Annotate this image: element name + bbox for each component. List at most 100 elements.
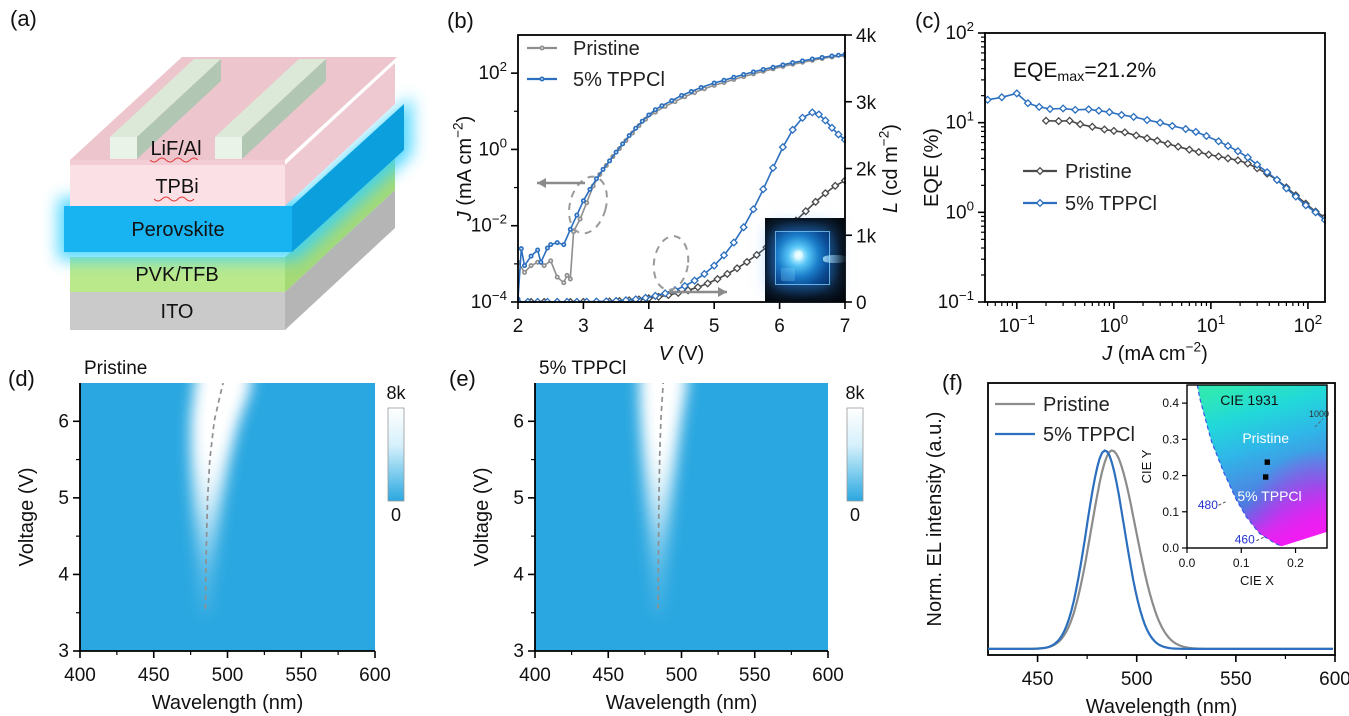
- svg-text:0: 0: [856, 293, 867, 314]
- tpbi-side: [285, 63, 395, 206]
- svg-text:EQEmax=21.2%: EQEmax=21.2%: [1013, 59, 1156, 85]
- svg-text:0.3: 0.3: [1162, 432, 1179, 446]
- svg-text:600: 600: [359, 665, 391, 686]
- svg-text:101: 101: [945, 109, 974, 134]
- svg-text:3: 3: [58, 641, 69, 662]
- svg-text:6: 6: [58, 411, 69, 432]
- svg-text:5: 5: [513, 488, 524, 509]
- svg-text:0.2: 0.2: [1287, 556, 1304, 570]
- layer-label-tpbi: TPBi: [155, 176, 198, 198]
- svg-text:CIE X: CIE X: [1240, 573, 1274, 588]
- layer-label-lif-al: LiF/Al: [150, 138, 201, 160]
- svg-text:5% TPPCl: 5% TPPCl: [1065, 193, 1157, 215]
- tpbi-front: [70, 165, 285, 206]
- svg-text:10−4: 10−4: [471, 288, 507, 313]
- svg-text:4: 4: [644, 316, 655, 337]
- svg-text:2k: 2k: [856, 160, 877, 181]
- perovskite-front: [64, 206, 292, 252]
- layer-label-ito: ITO: [161, 301, 194, 323]
- svg-text:102: 102: [478, 59, 507, 84]
- svg-text:3: 3: [578, 316, 589, 337]
- panel-label-a: (a): [10, 6, 37, 31]
- svg-text:3: 3: [513, 641, 524, 662]
- top-slab-lip: [70, 160, 285, 165]
- svg-text:1k: 1k: [856, 226, 877, 247]
- svg-text:Norm. EL intensity (a.u.): Norm. EL intensity (a.u.): [924, 412, 946, 627]
- svg-text:3k: 3k: [856, 93, 877, 114]
- layer-label-perovskite: Perovskite: [131, 219, 224, 241]
- svg-text:Voltage (V): Voltage (V): [16, 468, 38, 567]
- svg-text:550: 550: [285, 665, 317, 686]
- el-spectrum-chart: 450 500 550 600 Wavelength (nm) Norm. EL inte…: [924, 382, 1349, 716]
- svg-text:L (cd m−2): L (cd m−2): [877, 124, 902, 213]
- svg-text:5: 5: [58, 488, 69, 509]
- svg-text:Pristine: Pristine: [1242, 430, 1289, 446]
- svg-text:0.2: 0.2: [1162, 469, 1179, 483]
- perovskite-side: [292, 104, 404, 252]
- el-map-tppcl-chart: 400 450 500 550 600 3 4 5 6 Wavelength (nm) Voltag…: [471, 358, 866, 714]
- spellcheck-squiggle: [153, 196, 195, 202]
- svg-text:CIE Y: CIE Y: [1139, 449, 1154, 483]
- svg-text:460: 460: [1235, 533, 1255, 547]
- svg-text:10−1: 10−1: [999, 312, 1035, 337]
- svg-text:101: 101: [1197, 312, 1226, 337]
- svg-text:450: 450: [138, 665, 170, 686]
- svg-text:100: 100: [478, 135, 507, 160]
- svg-text:5% TPPCl: 5% TPPCl: [573, 69, 665, 91]
- photo-probe-reflection: [823, 254, 848, 263]
- svg-text:Wavelength (nm): Wavelength (nm): [1086, 696, 1238, 716]
- ito-front: [70, 292, 285, 330]
- svg-text:Pristine: Pristine: [84, 358, 147, 379]
- svg-text:5% TPPCl: 5% TPPCl: [1043, 424, 1135, 446]
- svg-text:0: 0: [850, 505, 860, 525]
- svg-text:100: 100: [945, 198, 974, 223]
- svg-text:550: 550: [1220, 669, 1252, 690]
- svg-text:102: 102: [1294, 312, 1323, 337]
- svg-text:Pristine: Pristine: [1065, 161, 1132, 183]
- svg-text:Wavelength (nm): Wavelength (nm): [606, 692, 758, 714]
- photo-emitting-pixel: [775, 230, 831, 285]
- device-photo: [765, 218, 848, 302]
- svg-text:400: 400: [64, 665, 96, 686]
- svg-text:600: 600: [812, 665, 844, 686]
- svg-text:500: 500: [666, 665, 698, 686]
- svg-text:400: 400: [519, 665, 551, 686]
- electrode-bar: [110, 59, 221, 159]
- photo-bright-spot: [794, 250, 803, 260]
- layer-label-pvk-tfb: PVK/TFB: [135, 264, 218, 286]
- svg-text:2: 2: [513, 316, 524, 337]
- svg-text:V (V): V (V): [659, 343, 705, 365]
- svg-text:600: 600: [1319, 669, 1349, 690]
- svg-text:Voltage (V): Voltage (V): [471, 468, 493, 567]
- device-stack-diagram: LiF/Al TPBi Perovskite PVK/TFB ITO: [58, 57, 412, 330]
- svg-text:0.0: 0.0: [1179, 556, 1196, 570]
- svg-text:4: 4: [58, 564, 69, 585]
- svg-text:0.4: 0.4: [1162, 396, 1179, 410]
- panel-label-c: (c): [915, 8, 941, 33]
- svg-text:10−2: 10−2: [471, 212, 507, 237]
- svg-text:500: 500: [1121, 669, 1153, 690]
- svg-text:Pristine: Pristine: [1043, 394, 1110, 416]
- svg-text:5: 5: [709, 316, 720, 337]
- svg-text:500: 500: [212, 665, 244, 686]
- svg-text:4k: 4k: [856, 26, 877, 47]
- svg-text:5% TPPCl: 5% TPPCl: [539, 358, 626, 379]
- eqe-chart: 10−1 100 101 102 10−1 100 101 102 J (mA cm−2) EQE…: [921, 19, 1326, 365]
- svg-text:0.0: 0.0: [1162, 541, 1179, 555]
- panel-label-e: (e): [449, 366, 476, 391]
- svg-text:Pristine: Pristine: [573, 38, 640, 60]
- svg-text:5% TPPCl: 5% TPPCl: [1237, 488, 1301, 504]
- svg-text:100: 100: [1100, 312, 1129, 337]
- svg-text:6: 6: [774, 316, 785, 337]
- svg-text:450: 450: [1022, 669, 1054, 690]
- svg-text:0.1: 0.1: [1233, 556, 1250, 570]
- svg-text:10−1: 10−1: [938, 288, 974, 313]
- el-map-pristine-chart: 400 450 500 550 600 3 4 5 6 Wavelength (nm) Voltag…: [16, 358, 407, 714]
- svg-text:6: 6: [513, 411, 524, 432]
- spellcheck-squiggle: [149, 157, 199, 163]
- svg-text:8k: 8k: [845, 383, 865, 403]
- svg-text:J (mA cm−2): J (mA cm−2): [451, 116, 476, 223]
- electrode-bar: [215, 59, 326, 159]
- svg-text:J (mA cm−2): J (mA cm−2): [1101, 340, 1208, 365]
